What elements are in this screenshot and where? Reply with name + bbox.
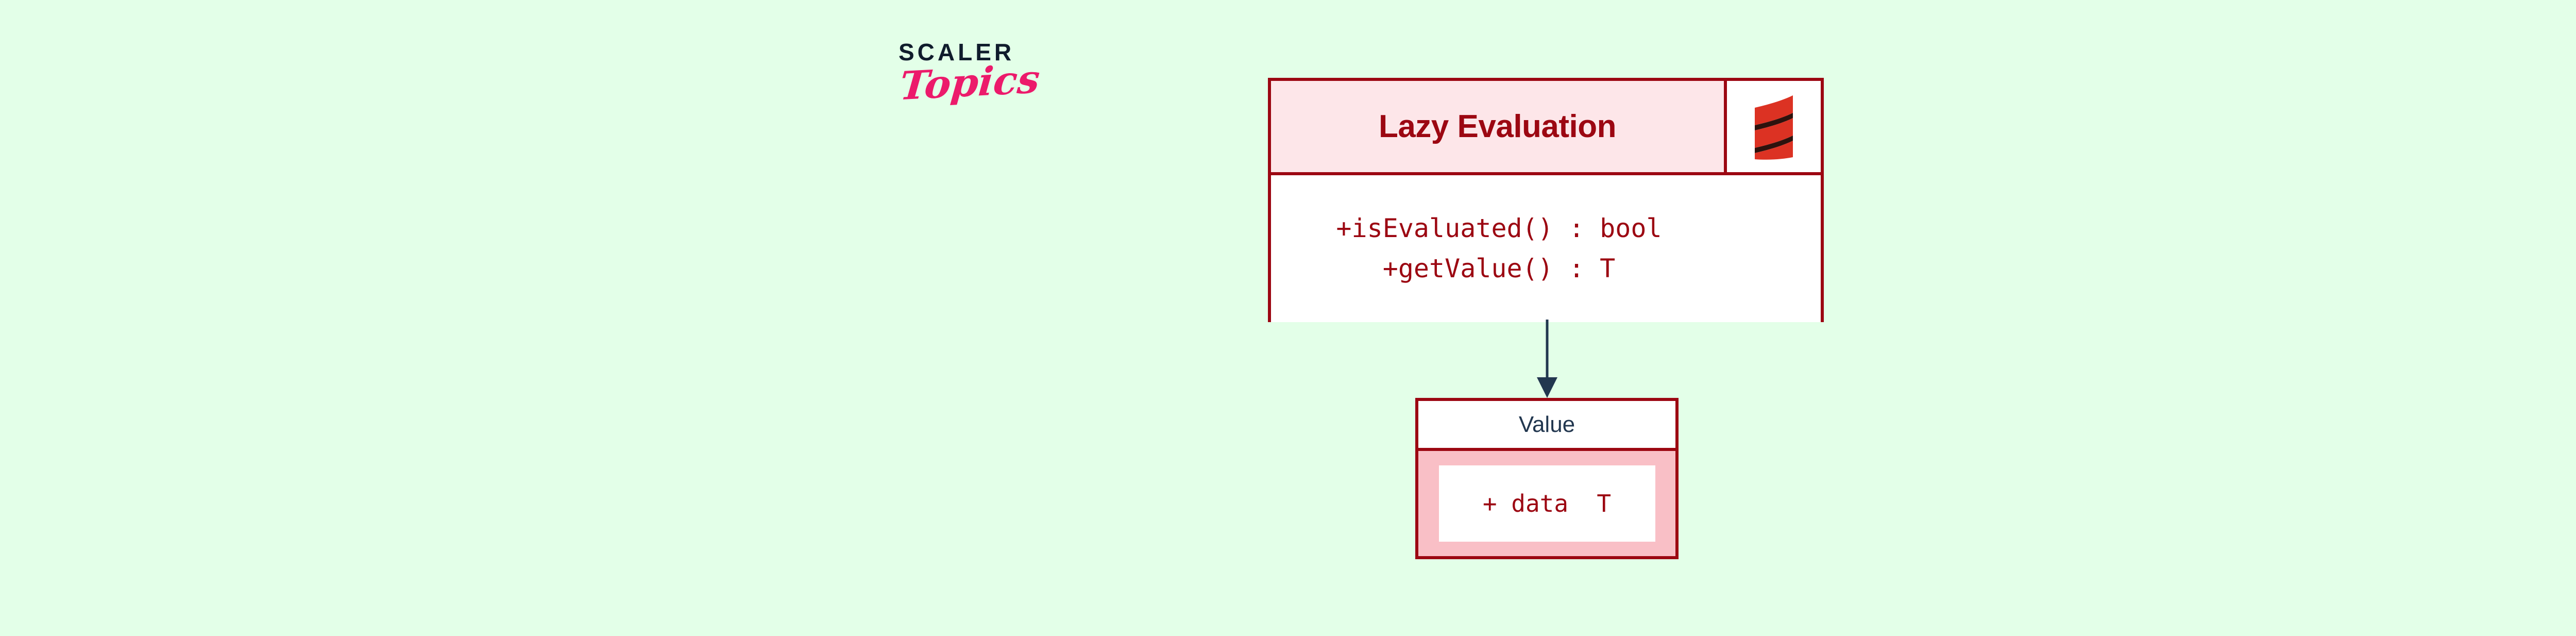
value-attribute-inset: + data T <box>1438 465 1655 542</box>
topics-script-wordmark: Topics <box>897 56 1042 109</box>
class-box-lazy-evaluation: Lazy Evaluation +isEvaluated() : bool +g… <box>1268 78 1824 322</box>
class-box-value: Value + data T <box>1415 398 1679 559</box>
down-arrow-connector-icon <box>1537 320 1557 398</box>
class-members-compartment: +isEvaluated() : bool +getValue() : T <box>1271 175 1821 322</box>
class-member: +getValue() : T <box>1382 253 1616 283</box>
value-attributes-compartment: + data T <box>1418 451 1675 556</box>
class-logo-cell <box>1727 81 1821 172</box>
scaler-wordmark: SCALER <box>899 39 1015 65</box>
value-class-title: Value <box>1518 411 1575 437</box>
value-class-header: Value <box>1418 401 1675 451</box>
class-title-cell: Lazy Evaluation <box>1271 81 1727 172</box>
class-member: +isEvaluated() : bool <box>1336 213 1662 243</box>
class-header: Lazy Evaluation <box>1271 81 1821 175</box>
scaler-topics-logo: SCALER Topics <box>896 40 1051 123</box>
scala-logo-icon <box>1755 95 1793 160</box>
class-title: Lazy Evaluation <box>1378 109 1617 144</box>
value-attribute: + data T <box>1482 490 1612 517</box>
